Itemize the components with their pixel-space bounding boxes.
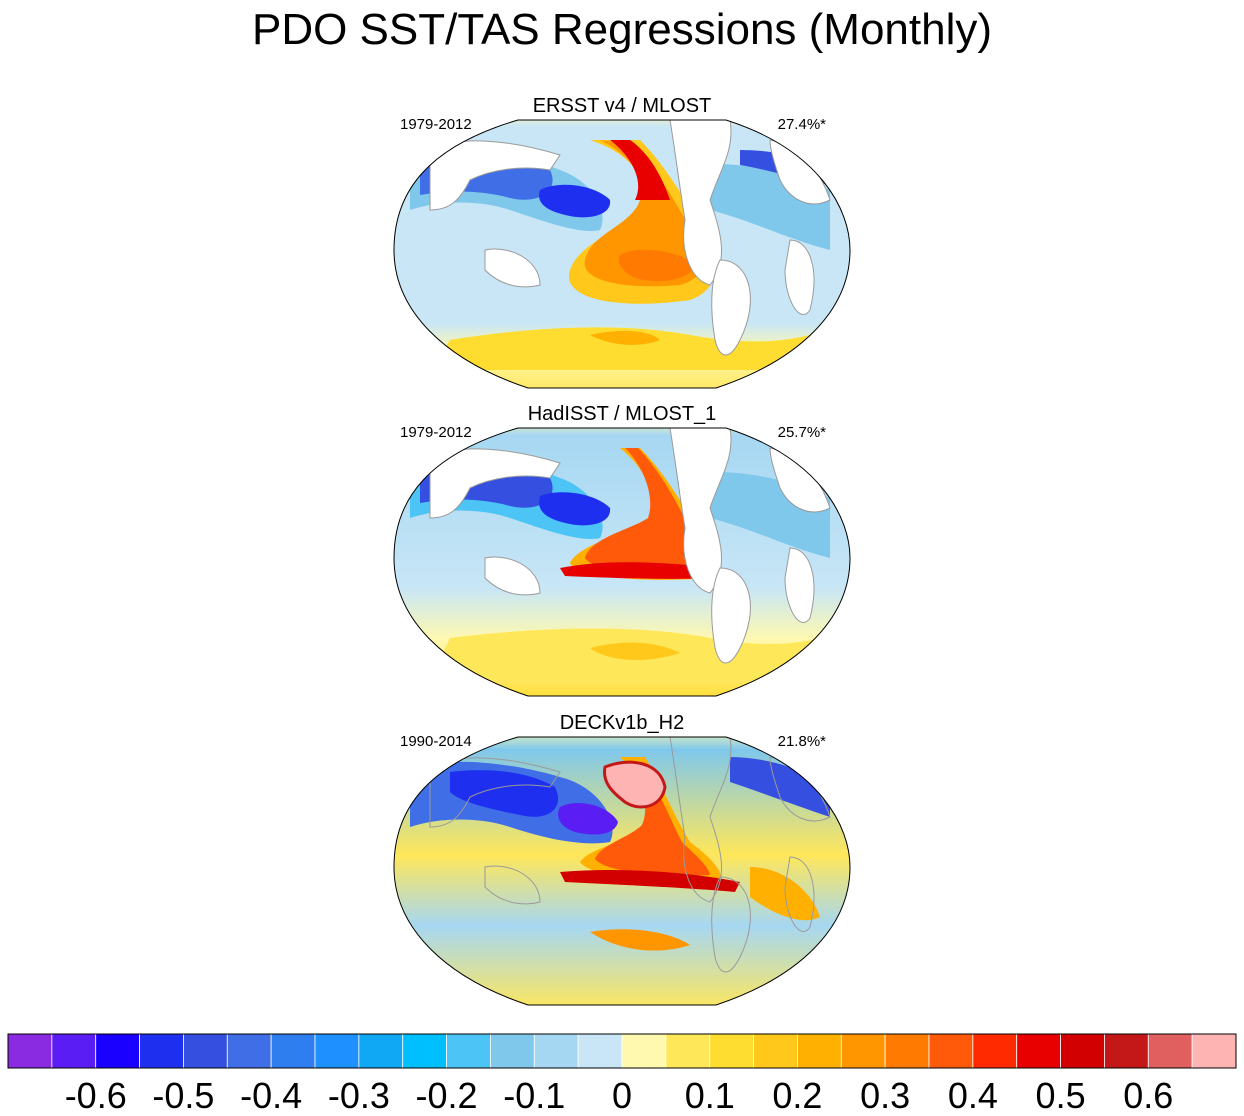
colorbar-tick-label: 0.2 bbox=[772, 1075, 822, 1116]
panel-period: 1979-2012 bbox=[400, 424, 472, 441]
colorbar-tick-label: 0 bbox=[612, 1075, 632, 1116]
map-panel-3: DECKv1b_H2 1990-2014 21.8%* bbox=[390, 711, 854, 1011]
colorbar-swatch bbox=[1104, 1033, 1149, 1069]
colorbar-tick-label: -0.2 bbox=[416, 1075, 478, 1116]
colorbar-swatch bbox=[358, 1033, 404, 1069]
panel-variance: 25.7%* bbox=[777, 424, 826, 441]
map-panel-1: ERSST v4 / MLOST 1979-2012 27.4%* bbox=[390, 94, 854, 394]
colorbar-swatch bbox=[226, 1033, 272, 1069]
panel-period: 1979-2012 bbox=[400, 116, 472, 133]
colorbar-swatch bbox=[1147, 1033, 1193, 1069]
colorbar-swatch bbox=[270, 1033, 316, 1069]
regression-map bbox=[393, 119, 851, 389]
colorbar-tick-label: -0.1 bbox=[503, 1075, 565, 1116]
colorbar-swatch bbox=[884, 1033, 930, 1069]
panel-title: DECKv1b_H2 bbox=[559, 712, 685, 734]
colorbar-tick-label: -0.3 bbox=[328, 1075, 390, 1116]
colorbar-swatch bbox=[51, 1033, 97, 1069]
panel-title: HadISST / MLOST_1 bbox=[527, 403, 717, 425]
colorbar-swatch bbox=[446, 1033, 491, 1069]
colorbar-swatch bbox=[95, 1033, 140, 1069]
colorbar-swatch bbox=[709, 1033, 754, 1069]
colorbar-swatch bbox=[753, 1033, 798, 1069]
panel-variance: 27.4%* bbox=[777, 116, 826, 133]
map-panel-2: HadISST / MLOST_1 1979-2012 25.7%* bbox=[390, 402, 854, 702]
colorbar-tick-label: 0.5 bbox=[1036, 1075, 1086, 1116]
regression-map bbox=[393, 736, 851, 1006]
colorbar-tick-label: 0.1 bbox=[685, 1075, 735, 1116]
figure-title: PDO SST/TAS Regressions (Monthly) bbox=[251, 5, 993, 54]
colorbar-tick-label: -0.6 bbox=[65, 1075, 127, 1116]
colorbar-swatch bbox=[621, 1033, 667, 1069]
colorbar-swatch bbox=[7, 1033, 53, 1069]
colorbar-swatch bbox=[490, 1033, 535, 1069]
colorbar-tick-label: -0.5 bbox=[152, 1075, 214, 1116]
colorbar-swatch bbox=[314, 1033, 360, 1069]
colorbar-swatch bbox=[665, 1033, 711, 1069]
colorbar-swatch bbox=[139, 1033, 184, 1069]
colorbar-swatch bbox=[533, 1033, 579, 1069]
panel-title: ERSST v4 / MLOST bbox=[532, 95, 712, 117]
colorbar-swatch bbox=[1060, 1033, 1105, 1069]
regression-map bbox=[393, 427, 851, 697]
colorbar-tick-label: 0.4 bbox=[948, 1075, 998, 1116]
colorbar-swatch bbox=[928, 1033, 974, 1069]
colorbar-tick-label: 0.6 bbox=[1123, 1075, 1173, 1116]
colorbar-swatch bbox=[183, 1033, 228, 1069]
colorbar-tick-label: -0.4 bbox=[240, 1075, 302, 1116]
colorbar-swatch bbox=[1191, 1033, 1237, 1069]
panel-variance: 21.8%* bbox=[777, 733, 826, 750]
colorbar-swatch bbox=[577, 1033, 623, 1069]
colorbar-swatch bbox=[402, 1033, 447, 1069]
colorbar-swatch bbox=[972, 1033, 1018, 1069]
panel-period: 1990-2014 bbox=[400, 733, 472, 750]
colorbar-tick-label: 0.3 bbox=[860, 1075, 910, 1116]
colorbar-swatch bbox=[840, 1033, 886, 1069]
colorbar-swatch bbox=[797, 1033, 842, 1069]
colorbar-swatch bbox=[1016, 1033, 1061, 1069]
colorbar-frame bbox=[7, 1033, 1237, 1069]
